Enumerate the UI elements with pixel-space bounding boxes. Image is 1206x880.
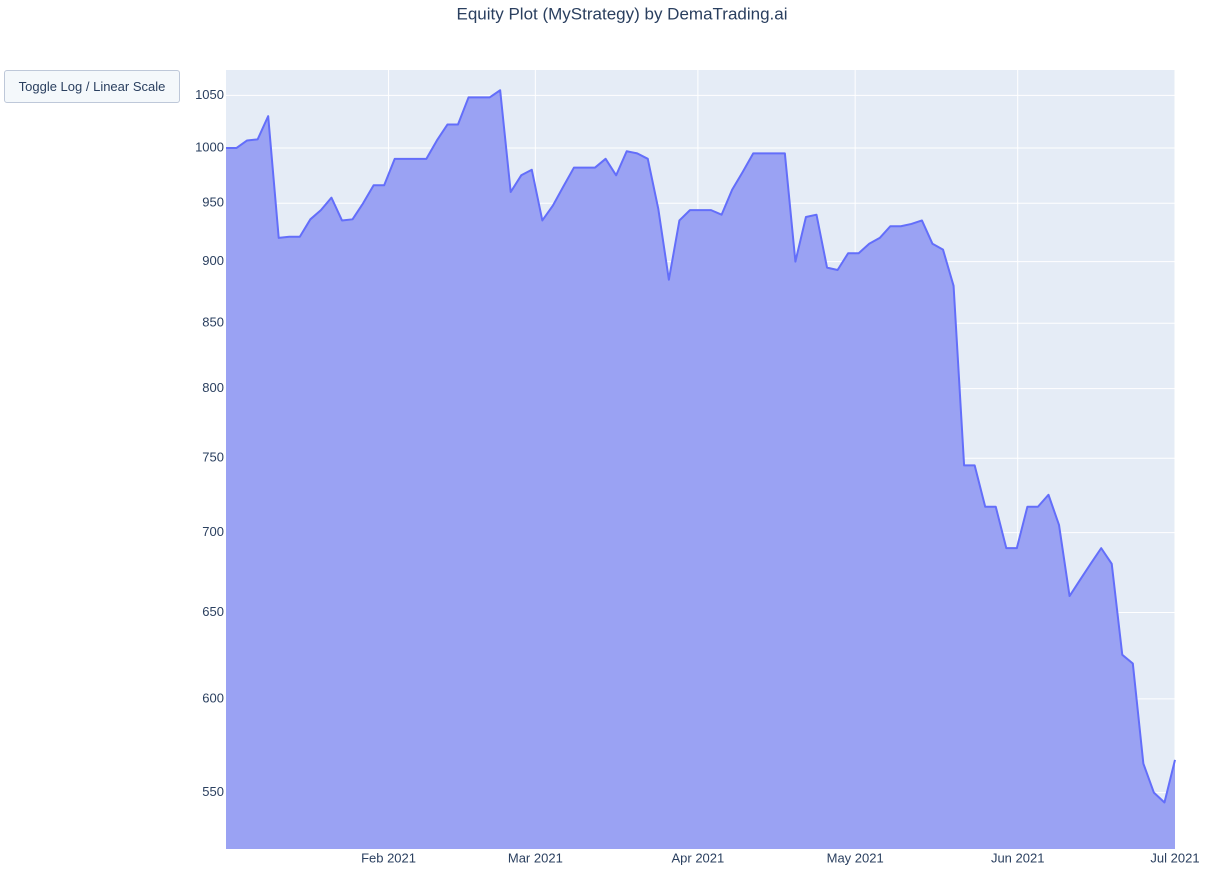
x-tick-label: Feb 2021: [361, 850, 416, 865]
x-tick-label: Apr 2021: [671, 850, 724, 865]
y-tick-label: 600: [202, 690, 224, 705]
y-tick-label: 1000: [195, 139, 224, 154]
y-tick-label: 550: [202, 784, 224, 799]
x-tick-label: May 2021: [827, 850, 884, 865]
x-tick-label: Jul 2021: [1150, 850, 1199, 865]
equity-area: [226, 90, 1175, 849]
x-tick-label: Mar 2021: [508, 850, 563, 865]
y-tick-label: 1050: [195, 87, 224, 102]
chart-title: Equity Plot (MyStrategy) by DemaTrading.…: [457, 4, 788, 23]
x-tick-label: Jun 2021: [991, 850, 1045, 865]
y-tick-label: 650: [202, 604, 224, 619]
y-tick-label: 750: [202, 450, 224, 465]
equity-line: [226, 89, 1176, 804]
toggle-scale-button[interactable]: Toggle Log / Linear Scale: [4, 70, 180, 103]
y-tick-label: 700: [202, 524, 224, 539]
y-tick-label: 800: [202, 380, 224, 395]
plot-layer: Feb 2021 Mar 2021 Apr 2021 May 2021 Jun 2021…: [195, 70, 1200, 865]
y-tick-label: 850: [202, 315, 224, 330]
y-tick-label: 950: [202, 195, 224, 210]
y-tick-label: 900: [202, 253, 224, 268]
